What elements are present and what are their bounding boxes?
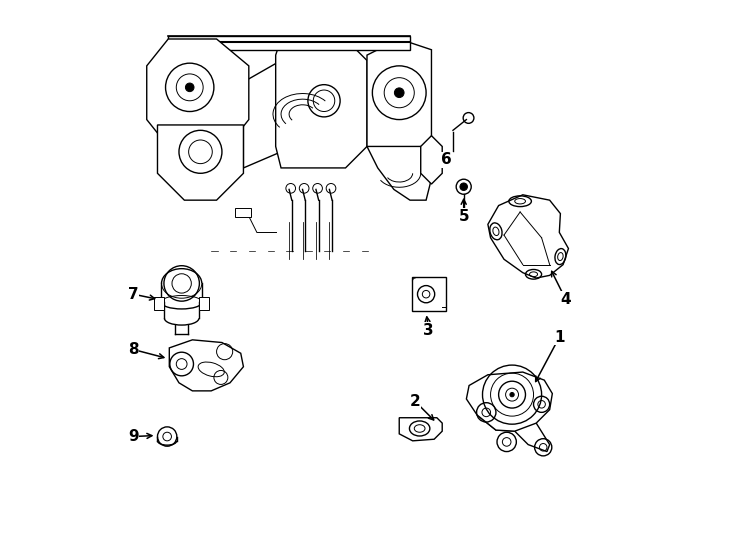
Polygon shape — [147, 39, 249, 146]
Text: 8: 8 — [128, 342, 139, 357]
Text: 7: 7 — [128, 287, 139, 302]
Polygon shape — [488, 195, 568, 278]
Text: 5: 5 — [459, 209, 469, 224]
Bar — [168, 36, 410, 50]
Bar — [236, 208, 252, 218]
Text: 6: 6 — [441, 152, 452, 167]
Circle shape — [394, 88, 404, 98]
Circle shape — [456, 179, 471, 194]
Polygon shape — [367, 146, 432, 200]
Polygon shape — [158, 125, 244, 200]
Bar — [412, 277, 446, 312]
Bar — [200, 297, 209, 310]
Polygon shape — [399, 418, 442, 441]
Circle shape — [510, 393, 515, 397]
Polygon shape — [367, 39, 432, 168]
Circle shape — [460, 183, 468, 191]
Text: 1: 1 — [554, 329, 564, 345]
Text: 9: 9 — [128, 429, 139, 444]
Text: 3: 3 — [424, 323, 434, 338]
Polygon shape — [466, 372, 553, 431]
Bar — [154, 297, 164, 310]
Circle shape — [186, 83, 194, 92]
Text: 2: 2 — [410, 394, 421, 409]
Polygon shape — [244, 60, 281, 168]
Text: 4: 4 — [561, 292, 571, 307]
Polygon shape — [276, 39, 367, 168]
Polygon shape — [170, 340, 244, 391]
Polygon shape — [421, 136, 442, 184]
Polygon shape — [477, 415, 550, 451]
